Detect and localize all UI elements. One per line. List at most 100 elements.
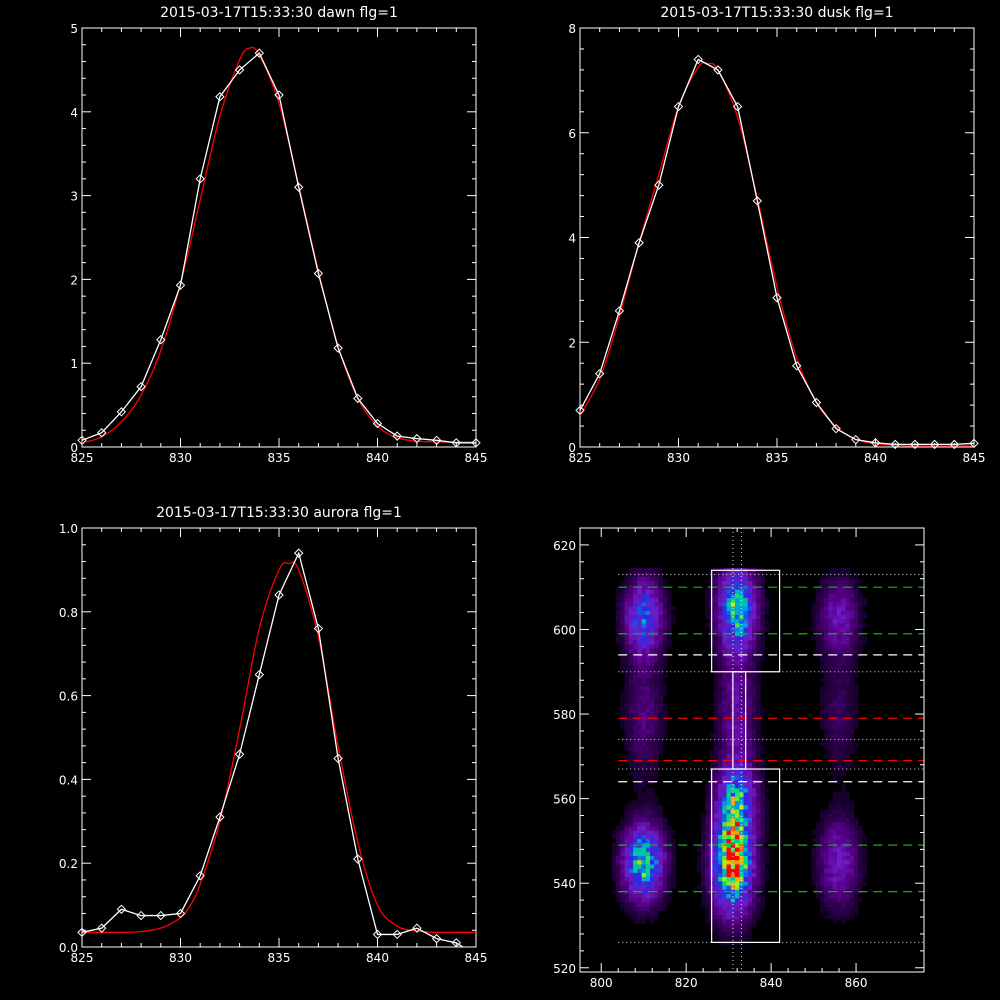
panel1-data-line <box>82 52 476 444</box>
panel-dawn: 825 830 835 840 845 0 1 2 3 4 5 <box>70 22 487 465</box>
panel3-ytick-label: 0.6 <box>59 690 78 704</box>
panel2-data-line <box>580 58 974 446</box>
panel4-xtick-label: 820 <box>675 976 698 990</box>
panel3-ytick-label: 1.0 <box>59 522 78 536</box>
panel1-data-point <box>156 335 166 345</box>
panel4-heatmap-cells <box>611 568 867 945</box>
panel1-data-point <box>392 431 402 441</box>
panel2-data-point <box>772 293 782 303</box>
panel1-title: 2015-03-17T15:33:30 dawn flg=1 <box>160 5 398 21</box>
panel1-data-point <box>412 433 422 444</box>
panel2-xtick-label: 845 <box>963 451 986 465</box>
panel3-xtick-label: 845 <box>465 951 488 965</box>
panel3-data-point <box>215 812 225 822</box>
panel1-xtick-label: 835 <box>268 451 291 465</box>
panel4-selection-box <box>732 671 747 770</box>
panel3-data-point <box>274 590 284 600</box>
panel1-data-point <box>234 65 245 75</box>
panel1-data-point <box>451 438 462 448</box>
panel1-data-point <box>254 48 265 58</box>
panel1-data-point <box>431 435 442 446</box>
panel3-data-point <box>431 933 442 944</box>
panel3-data-point <box>254 669 265 680</box>
panel3-xtick-label: 825 <box>71 951 94 965</box>
panel2-data-point <box>831 423 841 434</box>
panel4-frame <box>579 527 925 973</box>
panel4-xtick-label: 800 <box>590 976 613 990</box>
panel2-data-point <box>949 439 960 450</box>
panel1-data-point <box>333 343 343 353</box>
panel2-data-point <box>752 196 763 206</box>
panel3-data-point <box>333 753 343 764</box>
panel3-ytick-label: 0.0 <box>59 941 78 955</box>
panel2-ytick-label: 6 <box>568 127 576 141</box>
panel2-title: 2015-03-17T15:33:30 dusk flg=1 <box>660 5 893 21</box>
panel1-data-point <box>215 92 225 102</box>
panel1-data-point <box>353 393 363 404</box>
panel3-data-point <box>195 871 205 881</box>
panel2-data-point <box>791 361 802 371</box>
panel2-data-point <box>614 306 625 316</box>
panel-heatmap: 800 820 840 860 520 540 560 580 600 620 <box>553 527 925 990</box>
panel4-ytick-label: 580 <box>553 708 576 722</box>
panel2-xtick-label: 840 <box>864 451 887 465</box>
panel2-ytick-label: 4 <box>568 232 576 246</box>
panel3-data-line <box>82 551 465 947</box>
panel3-data-point <box>156 910 166 921</box>
panel4-xtick-label: 840 <box>760 976 783 990</box>
panel1-data-point <box>195 174 205 184</box>
panel4-xtick-label: 860 <box>845 976 868 990</box>
panel3-fit-line <box>82 561 476 934</box>
panel1-ytick-label: 2 <box>70 273 78 287</box>
panel2-ytick-label: 2 <box>568 336 576 350</box>
panel1-data-point <box>116 407 127 417</box>
panel1-xtick-label: 840 <box>366 451 389 465</box>
panel2-data-point <box>594 368 605 379</box>
panel3-ytick-label: 0.4 <box>59 773 78 787</box>
panel1-fit-line <box>82 46 476 444</box>
panel1-data-point <box>313 268 324 279</box>
panel1-xtick-label: 845 <box>465 451 488 465</box>
panel3-data-point <box>353 854 363 864</box>
panel2-data-point <box>693 54 703 65</box>
panel3-data-point <box>96 923 107 933</box>
panel4-ytick-label: 620 <box>553 539 576 553</box>
panel4-ytick-label: 560 <box>553 793 576 807</box>
panel1-data-point <box>96 428 107 438</box>
panel3-xtick-label: 840 <box>366 951 389 965</box>
panel1-ytick-label: 0 <box>70 441 78 455</box>
panel1-ytick-label: 1 <box>70 357 78 371</box>
panel3-data-point <box>372 929 383 940</box>
panel3-xtick-label: 830 <box>169 951 192 965</box>
panel2-data-point <box>969 438 979 449</box>
panel2-data-point <box>811 397 822 408</box>
panel2-data-point <box>929 439 940 450</box>
panel3-title: 2015-03-17T15:33:30 aurora flg=1 <box>156 505 402 521</box>
panel1-xtick-label: 830 <box>169 451 192 465</box>
panel2-ytick-label: 0 <box>568 441 576 455</box>
panel2-data-point <box>634 238 644 248</box>
panel1-ytick-label: 3 <box>70 190 78 204</box>
panel2-data-point <box>654 180 664 190</box>
panel2-data-point <box>910 439 920 450</box>
panel2-data-point <box>713 65 723 75</box>
panel3-data-point <box>451 938 462 948</box>
panel2-data-point <box>870 438 881 448</box>
panel2-xtick-label: 825 <box>569 451 592 465</box>
panel2-xtick-label: 835 <box>766 451 789 465</box>
panel3-data-point <box>313 623 324 634</box>
panel1-ytick-label: 4 <box>70 106 78 120</box>
panel1-data-point <box>471 438 481 448</box>
panel2-data-point <box>890 439 900 450</box>
panel3-data-point <box>234 749 245 759</box>
panel-aurora: 825 830 835 840 845 0.0 0.2 0.4 0.6 0.8 1.0 <box>59 522 488 965</box>
panel3-data-point <box>175 908 186 919</box>
panel3-data-point <box>392 929 402 940</box>
panel1-data-point <box>274 90 284 100</box>
panel3-ytick-label: 0.8 <box>59 606 78 620</box>
panel4-ytick-label: 600 <box>553 623 576 637</box>
panel1-data-point <box>136 381 146 392</box>
panel2-data-point <box>575 405 585 416</box>
panel3-data-point <box>412 923 422 933</box>
